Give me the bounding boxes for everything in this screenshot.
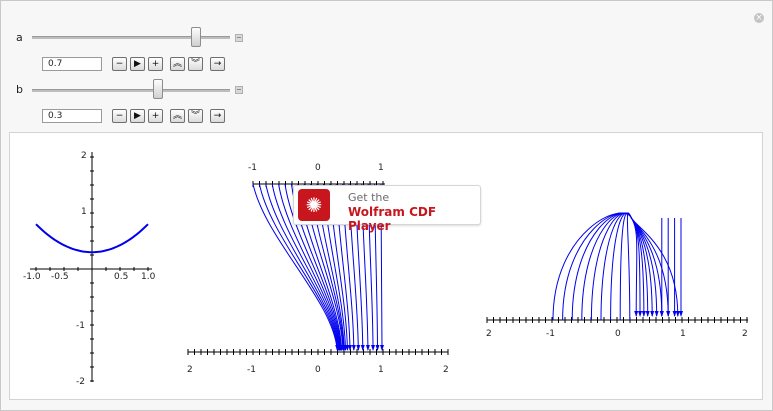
plot1-xtick-label: -0.5: [51, 272, 69, 282]
plot3-tick-label: 2: [486, 329, 492, 339]
projection-arrowhead: [348, 345, 352, 351]
a-faster-button[interactable]: ︽: [170, 57, 185, 71]
close-icon[interactable]: ×: [754, 13, 764, 23]
arc-arrowhead: [641, 311, 646, 317]
cdf-banner-line2: Wolfram CDF Player: [348, 205, 437, 233]
projection-arrowhead: [380, 345, 384, 351]
arc-arrowhead: [638, 311, 643, 317]
plot2-top-tick-label: 1: [378, 163, 384, 173]
slider-b-animate-toggle-icon[interactable]: [235, 86, 243, 94]
plot2-bottom-tick-label: -1: [247, 365, 256, 375]
plot3-tick-label: 0: [615, 329, 621, 339]
arc-arrowhead: [645, 311, 650, 317]
arc-arrowhead: [659, 311, 664, 317]
plot1-ytick-label: 1: [81, 207, 87, 217]
projection-line: [284, 183, 341, 351]
b-direction-button[interactable]: →: [210, 109, 225, 123]
plot2-bottom-tick-label: 0: [315, 365, 321, 375]
cdf-player-banner[interactable]: ✺ Get the Wolfram CDF Player: [293, 185, 481, 233]
slider-b-label: b: [16, 83, 23, 96]
slider-a-track[interactable]: [32, 36, 230, 39]
slider-a-thumb[interactable]: [191, 27, 201, 47]
a-slower-button[interactable]: ︾: [188, 57, 203, 71]
arc-arrowhead: [679, 311, 683, 317]
plot1-xtick-label: -1.0: [23, 272, 41, 282]
plot1-ytick-label: -1: [76, 321, 85, 331]
a-minus-button[interactable]: −: [112, 57, 127, 71]
projection-arrowhead: [351, 345, 356, 351]
a-play-button[interactable]: ▶: [130, 57, 145, 71]
plot1-xtick-label: 1.0: [141, 272, 156, 282]
plot1-ytick-label: -2: [76, 377, 85, 387]
slider-b-track[interactable]: [32, 89, 230, 92]
arc-plot: 2 -1 0 1 2: [486, 212, 748, 339]
projection-arrowhead: [360, 345, 365, 351]
arc-arrowhead: [672, 311, 677, 317]
b-play-button[interactable]: ▶: [130, 109, 145, 123]
b-slower-button[interactable]: ︾: [188, 109, 203, 123]
plot2-top-tick-label: 0: [315, 163, 321, 173]
slider-b-thumb[interactable]: [153, 79, 163, 99]
plot3-tick-label: -1: [546, 329, 555, 339]
arc-arrowhead: [650, 311, 655, 317]
b-faster-button[interactable]: ︽: [170, 109, 185, 123]
parabola-curve: [35, 223, 149, 254]
projection-line: [271, 183, 340, 351]
plot1-ytick-label: 2: [81, 151, 87, 161]
a-plus-button[interactable]: +: [148, 57, 163, 71]
arc-arrowhead: [654, 311, 659, 317]
output-panel: [9, 132, 763, 400]
projection-arrowhead: [345, 345, 350, 351]
arc-curve: [552, 212, 638, 321]
plot2-bottom-tick-label: 1: [378, 365, 384, 375]
arc-arrowhead: [634, 311, 639, 317]
arc-arrowhead: [666, 311, 671, 317]
parabola-plot: -1.0 -0.5 0.5 1.0 2 1 -1 -2: [23, 151, 156, 387]
slider-a-value-field[interactable]: 0.7: [42, 57, 102, 71]
slider-a-label: a: [16, 31, 23, 44]
plot1-xtick-label: 0.5: [114, 272, 128, 282]
arc-curve: [626, 212, 679, 321]
projection-line: [252, 183, 338, 351]
slider-a-animate-toggle-icon[interactable]: [235, 34, 243, 42]
projection-arrowhead: [356, 345, 361, 351]
plot2-top-tick-label: -1: [248, 163, 257, 173]
b-minus-button[interactable]: −: [112, 109, 127, 123]
projection-line: [278, 183, 341, 351]
plot3-tick-label: 2: [742, 329, 748, 339]
arc-arrowhead: [675, 311, 680, 317]
a-direction-button[interactable]: →: [210, 57, 225, 71]
slider-b-value-field[interactable]: 0.3: [42, 109, 102, 123]
projection-arrowhead: [371, 345, 376, 351]
projection-line: [265, 183, 339, 351]
projection-arrowhead: [365, 345, 370, 351]
wolfram-spikey-icon: ✺: [298, 189, 330, 221]
projection-arrowhead: [375, 345, 380, 351]
projection-line: [258, 183, 339, 351]
plot2-bottom-tick-label: 2: [187, 365, 193, 375]
plot3-tick-label: 1: [680, 329, 686, 339]
plot2-bottom-tick-label: 2: [443, 365, 449, 375]
cdf-banner-line1: Get the: [348, 191, 390, 204]
b-plus-button[interactable]: +: [148, 109, 163, 123]
